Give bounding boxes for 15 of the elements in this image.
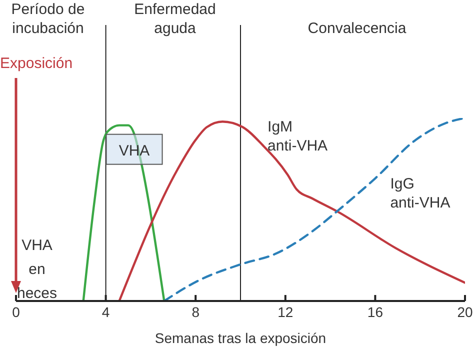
x-tick-label: 8: [192, 304, 200, 320]
series-label: VHA: [118, 142, 150, 160]
text: Enfermedad aguda: [134, 1, 216, 37]
text: Convalecencia: [308, 20, 407, 37]
annotation: VHA en heces: [16, 237, 58, 302]
text: Período de incubación: [11, 1, 85, 37]
x-tick-label: 20: [457, 304, 473, 320]
x-axis-title: Semanas tras la exposición: [154, 330, 326, 346]
series-label: IgM anti-VHA: [268, 118, 328, 155]
x-tick-label: 12: [278, 304, 294, 320]
x-tick-label: 16: [367, 304, 384, 320]
x-tick-label: 4: [102, 304, 110, 320]
ref-line-label: Exposición: [0, 55, 73, 72]
x-tick-label: 0: [12, 304, 20, 320]
series-label: IgG anti-VHA: [390, 175, 450, 212]
